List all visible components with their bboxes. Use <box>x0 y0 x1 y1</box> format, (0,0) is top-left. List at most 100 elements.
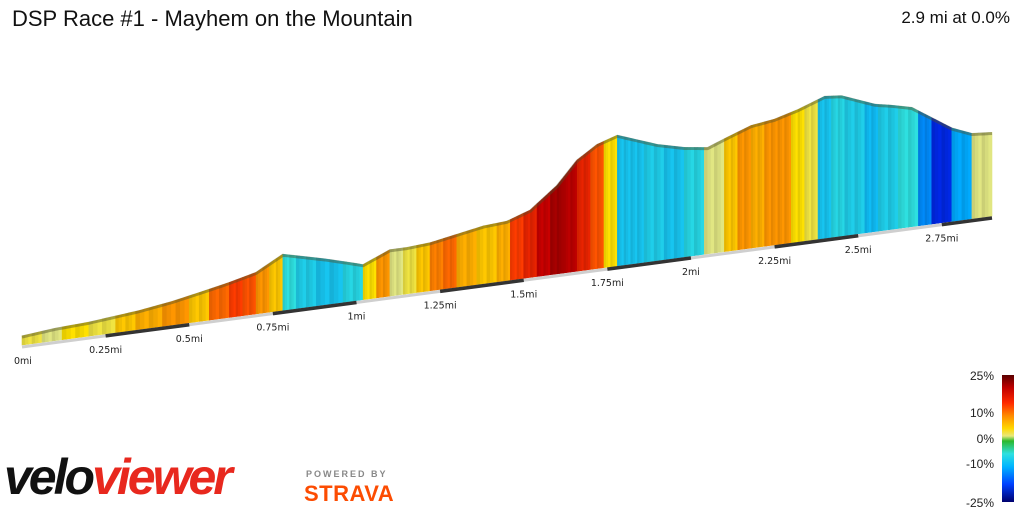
grade-segment <box>352 262 357 302</box>
grade-segment <box>697 147 702 256</box>
grade-segment <box>572 162 576 273</box>
grade-segment <box>741 128 745 250</box>
grade-segment <box>324 258 331 306</box>
grade-segment <box>486 224 491 284</box>
grade-segment <box>621 135 625 266</box>
grade-segment <box>554 184 558 275</box>
grade-segment <box>541 197 545 277</box>
legend-label-neg10: -10% <box>965 457 994 471</box>
grade-segment <box>269 261 273 313</box>
grade-segment <box>262 265 266 314</box>
grade-segment <box>266 262 270 313</box>
grade-segment <box>489 223 494 284</box>
grade-segment <box>759 122 763 248</box>
grade-segment <box>720 138 725 253</box>
grade-segment <box>333 259 339 304</box>
distance-tick-label: 2mi <box>682 267 700 278</box>
grade-segment <box>568 167 571 273</box>
grade-segment <box>704 147 708 255</box>
grade-segment <box>507 219 511 281</box>
grade-segment <box>438 238 442 290</box>
grade-segment <box>576 157 580 272</box>
grade-segment <box>585 150 589 271</box>
grade-segment <box>447 236 451 289</box>
grade-segment <box>938 120 943 224</box>
grade-segment <box>632 138 636 265</box>
grade-segment <box>744 127 748 250</box>
grade-segment <box>617 134 620 267</box>
grade-segment <box>710 143 715 254</box>
grade-segment <box>369 259 373 300</box>
distance-tick-label: 0mi <box>14 356 32 367</box>
distance-tick-label: 2.75mi <box>925 234 958 245</box>
distance-tick-label: 2.25mi <box>758 256 791 267</box>
grade-segment <box>773 118 777 246</box>
grade-segment <box>888 104 892 231</box>
grade-segment <box>625 136 629 265</box>
grade-segment <box>941 122 946 224</box>
grade-segment <box>209 287 213 321</box>
baseline-band <box>272 300 357 316</box>
grade-segment <box>320 258 326 306</box>
grade-segment <box>677 146 682 259</box>
distance-tick-label: 2.5mi <box>845 245 872 256</box>
grade-segment <box>875 104 879 232</box>
grade-segment <box>861 100 866 234</box>
distance-tick-label: 1.25mi <box>424 300 457 311</box>
grade-segment <box>278 255 281 312</box>
grade-segment <box>914 108 919 227</box>
grade-segment <box>808 102 812 241</box>
grade-segment <box>735 131 739 251</box>
grade-segment <box>198 291 203 322</box>
grade-segment <box>543 195 547 276</box>
baseline-band <box>607 256 692 271</box>
grade-segment <box>835 95 839 238</box>
grade-segment <box>356 263 361 301</box>
grade-segment <box>819 97 823 240</box>
grade-segment <box>498 222 502 282</box>
grade-segment <box>175 298 181 325</box>
grade-segment <box>431 241 435 291</box>
grade-segment <box>728 135 732 252</box>
grade-segment <box>219 284 223 320</box>
grade-segment <box>690 147 695 257</box>
grade-segment <box>316 257 322 307</box>
grade-segment <box>641 140 645 263</box>
grade-segment <box>840 95 843 237</box>
grade-segment <box>235 278 239 317</box>
grade-segment <box>628 137 632 265</box>
grade-segment <box>579 156 583 272</box>
grade-segment <box>877 104 882 232</box>
grade-segment <box>483 224 488 284</box>
grade-segment <box>603 139 607 268</box>
grade-segment <box>242 276 246 316</box>
grade-segment <box>643 141 648 263</box>
grade-segment <box>583 152 587 271</box>
distance-tick-label: 1mi <box>348 312 366 323</box>
grade-segment <box>195 292 200 323</box>
grade-segment <box>407 246 411 295</box>
grade-segment <box>647 141 652 263</box>
grade-segment <box>581 154 585 271</box>
grade-segment <box>280 253 284 311</box>
grade-segment <box>667 145 672 260</box>
grade-segment <box>222 283 227 319</box>
grade-segment <box>493 222 498 283</box>
grade-segment <box>726 136 730 252</box>
grade-segment <box>271 259 275 313</box>
grade-segment <box>260 267 264 314</box>
grade-segment <box>673 146 678 259</box>
grade-segment <box>371 257 375 299</box>
grade-segment <box>423 243 426 292</box>
grade-segment <box>205 288 210 321</box>
distance-tick-label: 0.5mi <box>176 334 203 345</box>
grade-segment <box>804 104 808 242</box>
grade-segment <box>346 261 351 303</box>
grade-segment <box>563 173 567 274</box>
grade-segment <box>847 97 852 236</box>
grade-segment <box>184 295 190 324</box>
grade-segment <box>619 135 623 266</box>
grade-segment <box>833 95 837 238</box>
grade-segment <box>374 256 377 299</box>
grade-segment <box>931 117 936 225</box>
